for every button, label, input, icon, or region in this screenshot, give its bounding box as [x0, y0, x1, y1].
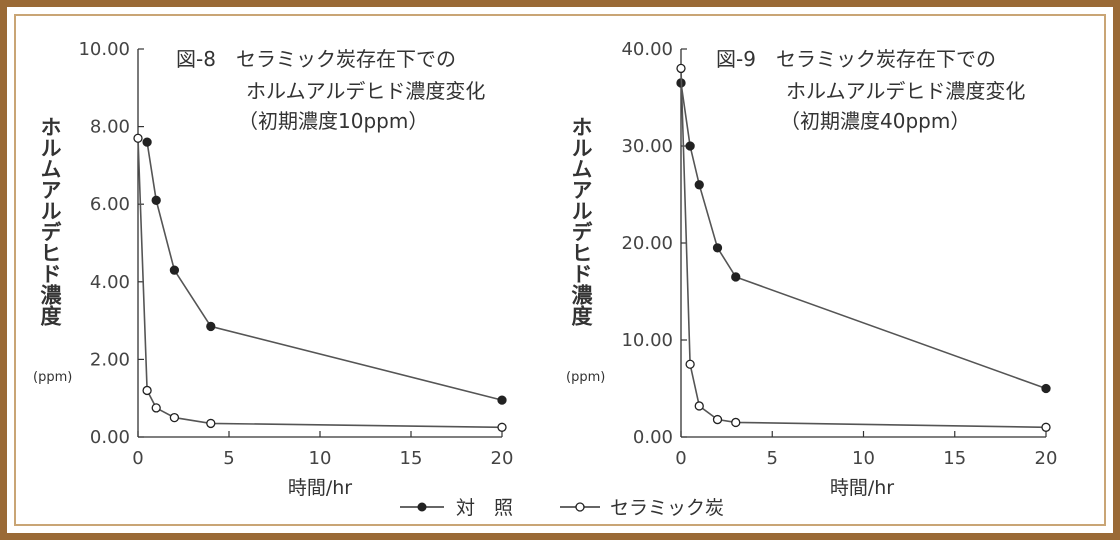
y-tick-label: 4.00 — [90, 272, 130, 293]
y-tick-label: 20.00 — [621, 233, 673, 254]
chart-title-line-1: 図-9 セラミック炭存在下での — [716, 47, 996, 71]
series-line-ceramic — [137, 138, 503, 429]
data-point-control — [685, 141, 695, 151]
data-point-control — [151, 195, 161, 205]
chart-title-line-2: ホルムアルデヒド濃度変化 — [246, 79, 485, 103]
y-tick-label: 6.00 — [90, 194, 130, 215]
data-point-ceramic — [151, 403, 161, 413]
inner-border — [14, 14, 1106, 526]
legend-marker-filled — [417, 502, 427, 512]
y-tick-label: 8.00 — [90, 117, 130, 138]
y-axis-label: ホルムアルデヒド濃度 — [38, 116, 62, 327]
series-line-control — [146, 141, 503, 401]
data-point-ceramic — [169, 412, 180, 423]
data-point-ceramic — [731, 417, 741, 428]
data-point-control — [1041, 383, 1051, 394]
data-point-ceramic — [694, 401, 704, 411]
y-tick-label: 10.00 — [78, 39, 130, 60]
legend-label-control: 対 照 — [456, 497, 513, 519]
y-tick-label: 40.00 — [621, 39, 673, 60]
data-point-control — [169, 265, 180, 275]
chart-title-line-2: ホルムアルデヒド濃度変化 — [786, 79, 1025, 103]
series-line-control — [680, 82, 1047, 390]
series-line-ceramic — [680, 68, 1047, 429]
chart-fig9: 図-9 セラミック炭存在下での ホルムアルデヒド濃度変化 （初期濃度40ppm）… — [566, 39, 1057, 499]
data-point-ceramic — [133, 133, 143, 143]
x-tick-label: 15 — [400, 448, 423, 469]
y-axis-label: ホルムアルデヒド濃度 — [569, 116, 593, 327]
data-point-control — [731, 272, 741, 282]
data-point-control — [497, 395, 507, 405]
x-axis-label: 時間/hr — [288, 477, 352, 499]
chart-title-line-3: （初期濃度10ppm） — [238, 109, 428, 133]
legend: 対 照 セラミック炭 — [400, 497, 724, 519]
data-point-control — [712, 243, 723, 253]
data-point-ceramic — [206, 418, 216, 429]
y-tick-label: 30.00 — [621, 136, 673, 157]
legend-marker-open — [575, 502, 585, 512]
x-tick-label: 10 — [852, 448, 875, 469]
data-point-ceramic — [712, 414, 723, 425]
y-tick-label: 10.00 — [621, 330, 673, 351]
x-tick-label: 20 — [491, 448, 514, 469]
chart-fig8: 図-8 セラミック炭存在下での ホルムアルデヒド濃度変化 （初期濃度10ppm）… — [33, 39, 513, 499]
x-axis-label: 時間/hr — [830, 477, 894, 499]
y-tick-label: 0.00 — [90, 427, 130, 448]
data-point-ceramic — [142, 385, 152, 396]
data-point-ceramic — [497, 422, 507, 432]
y-axis-unit: (ppm) — [33, 370, 72, 385]
y-tick-label: 0.00 — [633, 427, 673, 448]
chart-title-line-1: 図-8 セラミック炭存在下での — [176, 47, 456, 71]
x-tick-label: 0 — [132, 448, 143, 469]
data-point-control — [142, 137, 152, 147]
chart-title-line-3: （初期濃度40ppm） — [780, 109, 970, 133]
x-tick-label: 10 — [309, 448, 332, 469]
data-point-ceramic — [1041, 422, 1051, 432]
legend-label-ceramic: セラミック炭 — [610, 497, 724, 519]
x-tick-label: 20 — [1035, 448, 1058, 469]
x-tick-label: 5 — [767, 448, 778, 469]
y-tick-label: 2.00 — [90, 349, 130, 370]
x-tick-label: 5 — [223, 448, 234, 469]
data-point-control — [694, 180, 704, 190]
data-point-ceramic — [685, 359, 695, 369]
data-point-ceramic — [676, 63, 686, 74]
data-point-control — [206, 321, 216, 332]
x-tick-label: 15 — [943, 448, 966, 469]
x-tick-label: 0 — [675, 448, 686, 469]
y-axis-unit: (ppm) — [566, 370, 605, 385]
